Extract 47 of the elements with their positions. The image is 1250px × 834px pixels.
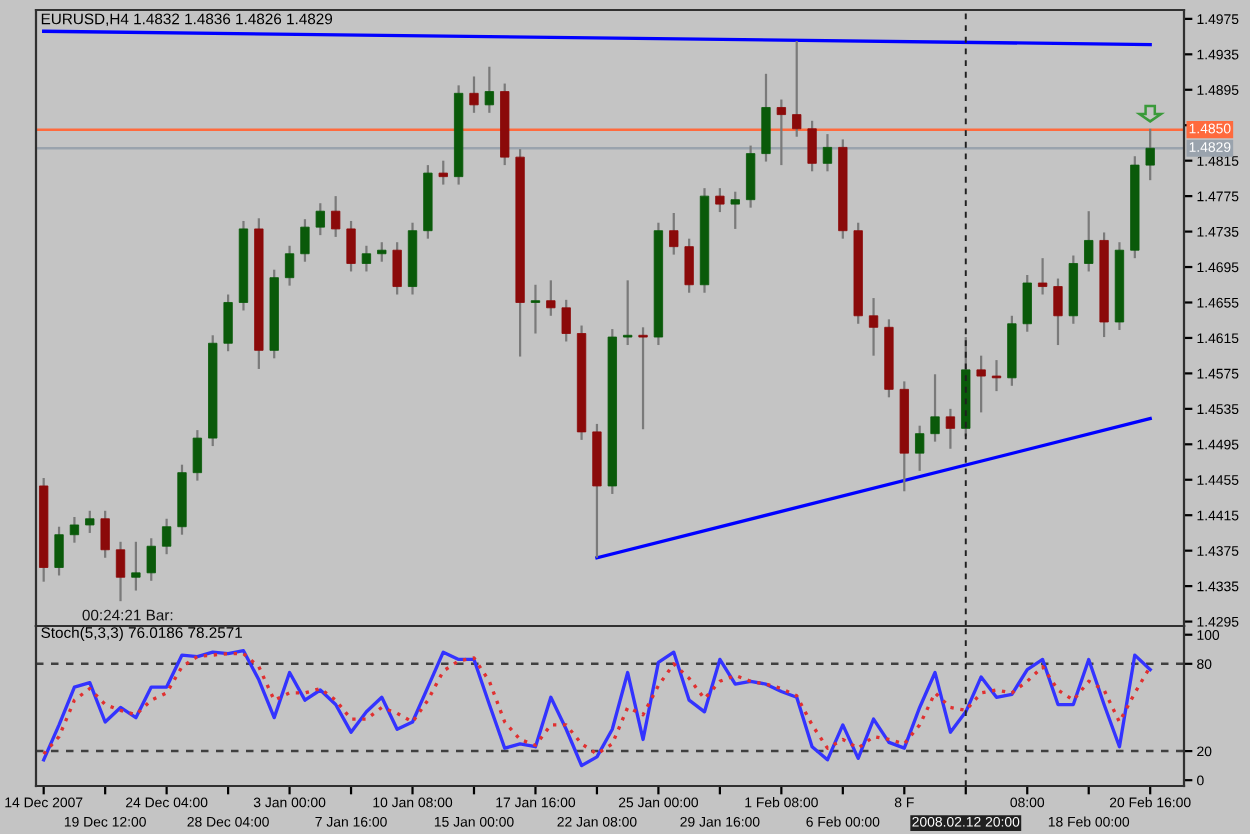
candlestick xyxy=(991,358,1002,393)
candlestick xyxy=(161,517,172,556)
candlestick xyxy=(392,241,402,296)
candlestick xyxy=(131,540,141,592)
candlestick xyxy=(315,202,325,237)
candlestick xyxy=(745,144,756,209)
candlestick xyxy=(1037,257,1048,296)
candlestick xyxy=(54,525,64,577)
candlestick xyxy=(1022,273,1032,333)
candlestick xyxy=(945,407,956,450)
candlestick xyxy=(346,219,356,273)
candlestick xyxy=(561,298,571,343)
candlestick xyxy=(684,237,694,294)
candlestick xyxy=(776,98,786,167)
candlestick xyxy=(484,65,495,114)
candlestick xyxy=(1084,210,1094,273)
candlestick xyxy=(361,244,372,273)
candlestick xyxy=(761,72,771,163)
candlestick xyxy=(1053,277,1063,347)
candlestick xyxy=(377,241,387,263)
candlestick xyxy=(69,515,80,544)
candlestick xyxy=(85,509,95,535)
candlestick xyxy=(623,279,633,347)
candlestick xyxy=(192,429,203,482)
candlestick xyxy=(115,540,126,603)
candlestick xyxy=(822,132,833,173)
candlestick xyxy=(730,190,740,231)
candlestick xyxy=(331,195,341,239)
candlestick xyxy=(100,509,110,559)
candlestick xyxy=(284,244,295,287)
candlestick xyxy=(976,354,986,414)
candlestick xyxy=(469,75,479,114)
candlestick xyxy=(1145,127,1155,182)
candlestick xyxy=(638,326,648,431)
candlestick xyxy=(715,187,725,214)
candlestick xyxy=(530,283,541,335)
candlestick xyxy=(868,296,879,357)
candlestick xyxy=(146,537,156,582)
candlestick xyxy=(223,293,233,353)
candlestick xyxy=(915,424,925,472)
candlestick xyxy=(807,119,817,173)
candlestick xyxy=(792,39,802,138)
candlestick xyxy=(300,218,310,263)
candlestick xyxy=(669,211,679,256)
candlestick xyxy=(546,279,556,317)
candlestick xyxy=(930,373,940,443)
candlestick xyxy=(438,159,448,186)
